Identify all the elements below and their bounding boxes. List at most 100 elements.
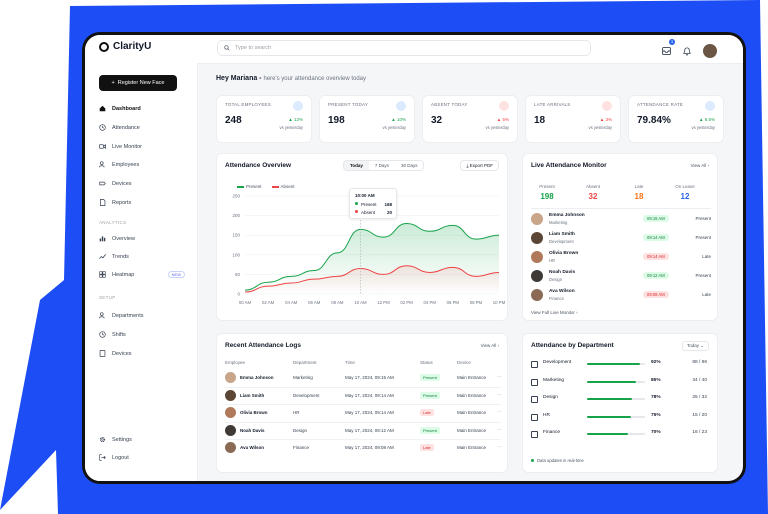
table-row[interactable]: Liam Smith Development May 17, 2024, 09:14… [217,389,509,404]
tab-today[interactable]: Today [344,161,369,170]
tooltip-time: 10:00 AM [355,193,375,198]
dept-row: Finance 70% 16 / 23 [531,430,707,442]
section-analytics: ANALYTICS [99,220,127,225]
employee-dept: HR [549,258,556,263]
dept-bar-fill [587,380,637,383]
sidebar-item-label: Employees [112,161,140,168]
x-tick-label: 08 PM [470,300,483,305]
tab-30-days[interactable]: 30 Days [400,163,418,168]
inbox-icon [662,47,671,55]
stat-card[interactable]: ATTENDANCE RATE 79.84% ▲ 6.5% vs yesterday [628,95,724,143]
inbox-button[interactable]: 3 [662,39,675,60]
log-department: Development [293,392,320,398]
more-icon[interactable]: ··· [497,391,502,397]
stat-card[interactable]: TOTAL EMPLOYEES 248 ▲ 12% vs yesterday [216,95,312,143]
building-icon [531,431,538,438]
sidebar-item-heatmap[interactable]: Heatmap NEW [99,271,185,278]
sidebar-item-shifts[interactable]: Shifts [99,331,185,338]
sidebar-item-label: Heatmap [112,271,135,278]
export-pdf-button[interactable]: ⤓ Export PDF [460,160,499,171]
table-row[interactable]: Ava Wilson Finance May 17, 2024, 09:08 AM L… [217,442,509,456]
employee-dept: Development [549,239,574,244]
sidebar-item-trends[interactable]: Trends [99,253,185,260]
sidebar-item-reports[interactable]: Reports [99,199,185,206]
main-content: Hey Mariana - here's your attendance ove… [197,63,743,481]
log-device: Main Entrance [457,392,487,398]
stat-card[interactable]: LATE ARRIVALS 18 ▲ 3% vs yesterday [525,95,621,143]
monitor-view-all-link[interactable]: View All › [690,163,709,168]
row-divider [225,404,501,405]
x-tick-label: 06 AM [308,300,321,305]
register-label: Register New Face [117,80,165,86]
sidebar-item-settings[interactable]: Settings [99,436,185,443]
monitor-summary-label: Late [634,184,644,189]
search-input[interactable]: Type to search [217,40,591,56]
view-full-monitor-link[interactable]: View Full Live Monitor › [531,310,578,315]
stat-vs: vs yesterday [691,125,715,130]
tooltip-present-label: Present [361,202,377,207]
log-employee: Emma Johnson [240,375,274,380]
sidebar-item-dashboard[interactable]: Dashboard [99,105,185,112]
sidebar-item-logout[interactable]: Logout [99,454,185,461]
log-department: Finance [293,445,310,450]
legend-swatch [271,186,279,188]
table-row[interactable]: Noah Davis Design May 17, 2024, 09:12 AM Pr… [217,424,509,439]
log-time: May 17, 2024, 09:08 AM [345,445,394,450]
sidebar-item-label: Shifts [112,331,126,338]
dept-row: Development 92% 88 / 96 [531,360,707,372]
more-icon[interactable]: ··· [497,444,502,449]
dept-pct: 75% [651,412,661,418]
monitor-row[interactable]: Noah Davis Design 09:12 AM Present [531,269,711,285]
monitor-row[interactable]: Emma Johnson Marketing 09:15 AM Present [531,212,711,228]
user-avatar[interactable] [703,44,717,58]
dept-filter-value: Today [686,343,699,348]
logs-view-all-link[interactable]: View All › [480,343,499,348]
tab-7-days[interactable]: 7 Days [374,163,389,168]
logs-title: Recent Attendance Logs [225,342,301,349]
stat-card[interactable]: ABSENT TODAY 32 ▲ 5% vs yesterday [422,95,518,143]
sidebar-item-live-monitor[interactable]: Live Monitor [99,143,185,150]
y-tick-label: 200 [232,213,240,218]
log-employee: Liam Smith [240,392,265,398]
sidebar-item-setup-devices[interactable]: Devices [99,350,185,357]
x-tick-label: 00 AM [239,300,252,305]
monitor-summary-value: 12 [680,192,690,201]
search-placeholder: Type to search [235,45,272,51]
monitor-row[interactable]: Liam Smith Development 09:14 AM Present [531,231,711,247]
sidebar-item-overview[interactable]: Overview [99,235,185,242]
avatar [225,389,236,401]
sidebar-item-employees[interactable]: Employees [99,161,185,168]
sidebar-item-departments[interactable]: Departments [99,312,185,319]
register-new-face-button[interactable]: + Register New Face [99,75,177,91]
sidebar-item-attendance[interactable]: Attendance [99,124,185,131]
sidebar: + Register New Face Dashboard Attendance… [85,63,198,481]
table-row[interactable]: Olivia Brown HR May 17, 2024, 09:14 AM Late… [217,407,509,421]
more-icon[interactable]: ··· [497,409,502,414]
dept-bar-track [587,398,645,400]
col-time: Time [345,360,355,365]
sidebar-item-devices[interactable]: Devices [99,180,185,187]
monitor-row[interactable]: Ava Wilson Finance 09:08 AM Late [531,288,711,304]
table-row[interactable]: Emma Johnson Marketing May 17, 2024, 09:15… [217,372,509,386]
stat-card[interactable]: PRESENT TODAY 198 ▲ 10% vs yesterday [319,95,415,143]
dept-name: Finance [543,430,561,435]
dept-filter-select[interactable]: Today ⌄ [681,341,709,351]
brand-logo[interactable]: ClarityU [99,41,151,52]
top-bar: ClarityU Type to search 3 [85,35,743,64]
sidebar-item-label: Departments [112,312,144,319]
tooltip-dot [355,202,358,205]
more-icon[interactable]: ··· [497,374,502,379]
monitor-row[interactable]: Olivia Brown HR 09:14 AM Late [531,250,711,266]
employee-name: Noah Davis [549,270,576,275]
log-device: Main Entrance [457,427,487,433]
dept-bar-track [587,415,645,418]
bell-icon[interactable] [683,46,691,56]
dept-pct: 70% [651,430,661,435]
search-icon [224,45,230,51]
more-icon[interactable]: ··· [497,426,502,432]
check-icon [396,101,406,111]
series-line-absent [244,265,500,293]
legend-label: Present [246,184,262,189]
dept-count: 25 / 32 [692,395,707,400]
check-in-time: 09:14 AM [643,253,669,260]
